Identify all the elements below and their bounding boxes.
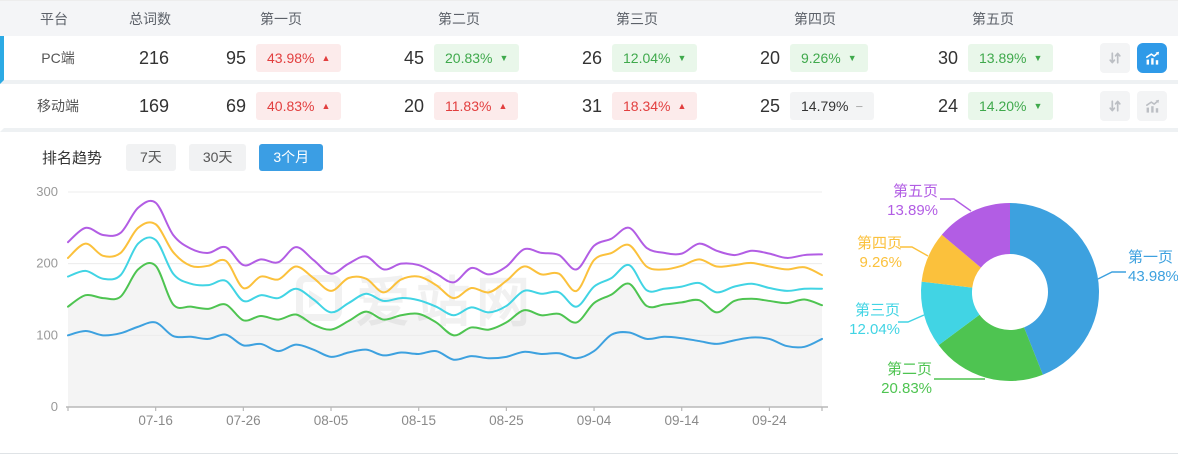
page1-count: 95 <box>225 47 246 68</box>
table-row-mobile[interactable]: 移动端 169 69 40.83% ▲ 20 11.83% ▲ 31 18.34% ▲… <box>0 84 1178 132</box>
page4-count: 20 <box>759 47 780 68</box>
page2-cell: 20 11.83% ▲ <box>374 92 552 120</box>
charts-area: 爱站网 0 100 200 300 07-16 07-26 08-05 08-15 08-25 0… <box>0 182 1178 446</box>
page1-trend-badge: 40.83% ▲ <box>256 92 342 120</box>
trend-chart-button[interactable] <box>1137 43 1167 73</box>
svg-text:300: 300 <box>36 184 58 199</box>
trend-arrow-icon: ▼ <box>1033 100 1043 111</box>
trend-section-title: 排名趋势 <box>42 149 103 167</box>
page5-cell: 30 13.89% ▼ <box>908 44 1086 72</box>
sort-button[interactable] <box>1100 91 1130 121</box>
page4-trend-badge: 14.79% − <box>790 92 875 120</box>
col-header-page4: 第四页 <box>794 10 836 27</box>
table-row-pc[interactable]: PC端 216 95 43.98% ▲ 45 20.83% ▼ 26 12.04% ▼… <box>0 36 1178 84</box>
page5-count: 24 <box>937 95 958 116</box>
page5-trend-badge: 14.20% ▼ <box>968 92 1054 120</box>
page3-cell: 26 12.04% ▼ <box>552 44 730 72</box>
sort-arrows-icon <box>1109 52 1121 64</box>
rank-table: 平台 总词数 第一页 第二页 第三页 第四页 第五页 PC端 216 95 43… <box>0 1 1178 132</box>
range-tab-7d[interactable]: 7天 <box>126 143 176 171</box>
svg-text:08-15: 08-15 <box>401 413 436 428</box>
col-header-page5: 第五页 <box>972 10 1014 27</box>
page2-cell: 45 20.83% ▼ <box>374 44 552 72</box>
trend-toolbar: 排名趋势 7天 30天 3个月 <box>0 132 1178 182</box>
page2-trend-badge: 20.83% ▼ <box>434 44 520 72</box>
pie-label-page4: 第四页 9.26% <box>856 235 902 271</box>
page4-trend-badge: 9.26% ▼ <box>790 44 868 72</box>
trend-chart-button[interactable] <box>1137 91 1167 121</box>
page1-cell: 95 43.98% ▲ <box>196 44 374 72</box>
svg-text:100: 100 <box>36 327 58 342</box>
trend-chart-icon <box>1145 99 1159 113</box>
svg-text:200: 200 <box>36 256 58 271</box>
range-tab-3m[interactable]: 3个月 <box>259 143 324 171</box>
col-header-platform: 平台 <box>40 10 68 27</box>
trend-arrow-icon: ▼ <box>847 52 857 63</box>
page2-trend-badge: 11.83% ▲ <box>434 92 519 120</box>
pie-label-page1: 第一页 43.98% <box>1128 249 1178 285</box>
sort-arrows-icon <box>1109 100 1121 112</box>
page1-trend-badge: 43.98% ▲ <box>256 44 342 72</box>
page3-cell: 31 18.34% ▲ <box>552 92 730 120</box>
total-words-value: 216 <box>138 47 170 68</box>
page1-count: 69 <box>225 95 246 116</box>
trend-arrow-icon: ▼ <box>1033 52 1043 63</box>
range-tab-30d[interactable]: 30天 <box>188 143 247 171</box>
trend-arrow-icon: ▼ <box>677 52 687 63</box>
pie-label-page2: 第二页 20.83% <box>881 361 932 397</box>
page4-count: 25 <box>759 95 780 116</box>
row-actions <box>1086 43 1178 73</box>
table-header-row: 平台 总词数 第一页 第二页 第三页 第四页 第五页 <box>0 1 1178 36</box>
pie-label-page5: 第五页 13.89% <box>887 183 938 219</box>
pie-label-page3: 第三页 12.04% <box>849 302 900 338</box>
page3-trend-badge: 18.34% ▲ <box>612 92 698 120</box>
page2-count: 20 <box>403 95 424 116</box>
trend-arrow-icon: ▲ <box>321 100 331 111</box>
page2-count: 45 <box>403 47 424 68</box>
col-header-page2: 第二页 <box>438 10 480 27</box>
line-chart-canvas: 0 100 200 300 07-16 07-26 08-05 08-15 08-25 09-04… <box>36 184 828 428</box>
page5-count: 30 <box>937 47 958 68</box>
page5-trend-badge: 13.89% ▼ <box>968 44 1054 72</box>
page1-cell: 69 40.83% ▲ <box>196 92 374 120</box>
sort-button[interactable] <box>1100 43 1130 73</box>
total-words-value: 169 <box>138 95 170 116</box>
platform-label: PC端 <box>41 50 75 66</box>
svg-text:07-16: 07-16 <box>138 413 173 428</box>
col-header-page3: 第三页 <box>616 10 658 27</box>
page-distribution-donut-chart: 第一页 43.98% 第二页 20.83% 第三页 12.04% 第四页 9.26% 第… <box>840 182 1178 446</box>
page3-count: 26 <box>581 47 602 68</box>
trend-arrow-icon: ▲ <box>677 100 687 111</box>
platform-label: 移动端 <box>37 98 79 114</box>
page5-cell: 24 14.20% ▼ <box>908 92 1086 120</box>
page4-cell: 20 9.26% ▼ <box>730 44 908 72</box>
trend-arrow-icon: ▲ <box>321 52 331 63</box>
svg-text:09-24: 09-24 <box>752 413 787 428</box>
page4-cell: 25 14.79% − <box>730 92 908 120</box>
svg-text:0: 0 <box>51 399 58 414</box>
row-actions <box>1086 91 1178 121</box>
svg-text:09-04: 09-04 <box>577 413 612 428</box>
page3-count: 31 <box>581 95 602 116</box>
col-header-page1: 第一页 <box>260 10 302 27</box>
svg-text:08-25: 08-25 <box>489 413 524 428</box>
donut-chart-canvas <box>898 198 1126 381</box>
svg-text:09-14: 09-14 <box>664 413 699 428</box>
page3-trend-badge: 12.04% ▼ <box>612 44 698 72</box>
svg-text:07-26: 07-26 <box>226 413 261 428</box>
trend-arrow-icon: ▲ <box>498 100 508 111</box>
rank-trend-line-chart: 爱站网 0 100 200 300 07-16 07-26 08-05 08-15 08-25 0… <box>0 182 840 446</box>
col-header-total: 总词数 <box>129 10 171 27</box>
trend-chart-icon <box>1145 51 1159 65</box>
trend-arrow-icon: − <box>855 98 864 114</box>
trend-arrow-icon: ▼ <box>499 52 509 63</box>
svg-text:08-05: 08-05 <box>314 413 349 428</box>
